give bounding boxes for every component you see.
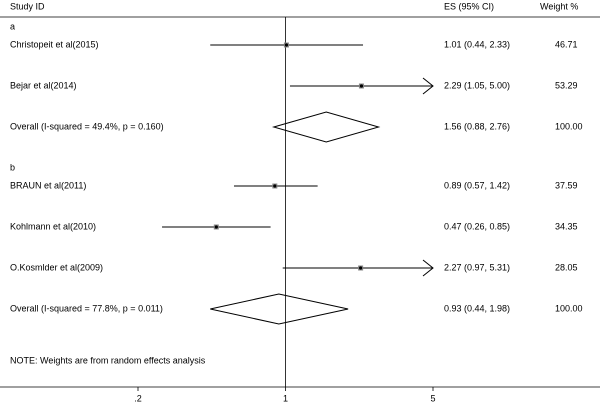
weight-label: 28.05 xyxy=(555,262,578,272)
ci-arrow xyxy=(422,77,434,95)
study-label: Christopeit et al(2015) xyxy=(10,39,99,49)
weight-label: 46.71 xyxy=(555,39,578,49)
point-estimate xyxy=(359,84,364,88)
es-label: 1.56 (0.88, 2.76) xyxy=(444,121,510,131)
es-label: 0.47 (0.26, 0.85) xyxy=(444,221,510,231)
x-tick-label: 1 xyxy=(283,393,288,403)
header-study: Study ID xyxy=(10,1,45,11)
es-label: 1.01 (0.44, 2.33) xyxy=(444,39,510,49)
es-label: 2.29 (1.05, 5.00) xyxy=(444,80,510,90)
ci-arrow xyxy=(422,259,434,277)
overall-diamond xyxy=(210,293,349,325)
weight-label: 100.00 xyxy=(555,121,583,131)
study-label: Bejar et al(2014) xyxy=(10,80,77,90)
group-label: b xyxy=(10,162,15,172)
point-estimate xyxy=(284,43,289,47)
point-estimate xyxy=(214,225,218,229)
study-label: O.Kosmlder et al(2009) xyxy=(10,262,103,272)
es-label: 0.93 (0.44, 1.98) xyxy=(444,303,510,313)
study-label: Overall (I-squared = 77.8%, p = 0.011) xyxy=(10,303,163,313)
header-weight: Weight % xyxy=(540,1,578,11)
weight-label: 53.29 xyxy=(555,80,578,90)
weight-label: 100.00 xyxy=(555,303,583,313)
weight-label: 37.59 xyxy=(555,180,578,190)
es-label: 2.27 (0.97, 5.31) xyxy=(444,262,510,272)
x-tick-label: 5 xyxy=(430,393,435,403)
x-tick-label: .2 xyxy=(134,393,142,403)
study-label: Overall (I-squared = 49.4%, p = 0.160) xyxy=(10,121,164,131)
note: NOTE: Weights are from random effects an… xyxy=(10,355,206,365)
group-label: a xyxy=(10,21,15,31)
weight-label: 34.35 xyxy=(555,221,578,231)
study-label: BRAUN et al(2011) xyxy=(10,180,86,190)
header-es: ES (95% CI) xyxy=(444,1,494,11)
point-estimate xyxy=(359,266,363,270)
point-estimate xyxy=(273,184,277,188)
overall-diamond xyxy=(271,111,381,143)
study-label: Kohlmann et al(2010) xyxy=(10,221,96,231)
es-label: 0.89 (0.57, 1.42) xyxy=(444,180,510,190)
